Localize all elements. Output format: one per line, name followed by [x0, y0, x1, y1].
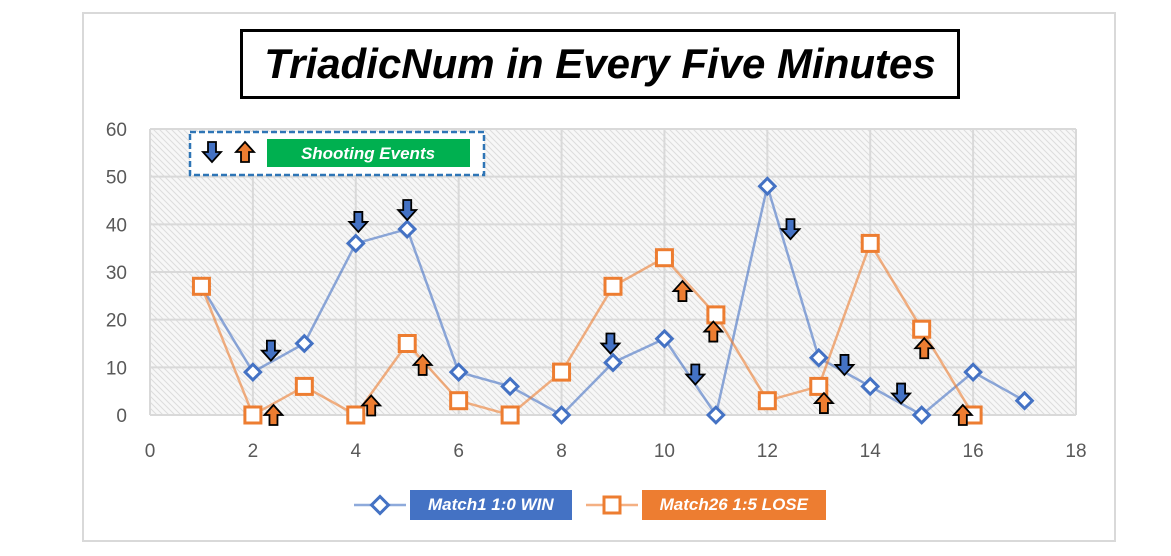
shot-down-arrow-icon [347, 211, 370, 234]
data-point-match26 [397, 334, 417, 353]
data-point-match26 [294, 376, 314, 396]
y-tick-label: 0 [116, 406, 127, 427]
shot-down-arrow-icon [890, 382, 913, 405]
series-line-2 [200, 240, 975, 417]
data-point-match1 [242, 362, 263, 382]
legend-up-arrow-icon [233, 140, 257, 163]
x-tick-label: 12 [757, 441, 778, 462]
data-point-match26 [243, 405, 263, 425]
data-point-match1 [757, 176, 778, 197]
y-tick-label: 50 [106, 168, 127, 189]
shooting-events-label: Shooting Events [301, 144, 435, 163]
shot-down-arrow-icon [396, 199, 419, 222]
x-tick-label: 2 [248, 441, 259, 462]
data-point-match26 [552, 362, 572, 382]
x-tick-label: 14 [860, 441, 882, 462]
data-point-match1 [603, 352, 623, 373]
x-tick-label: 6 [453, 441, 464, 462]
data-point-match1 [397, 219, 418, 239]
shot-up-arrow-icon [951, 403, 974, 426]
shot-down-arrow-icon [259, 339, 282, 362]
shooting-events-label-bg [267, 139, 470, 167]
data-point-match1 [911, 405, 932, 425]
data-point-match26 [912, 319, 932, 339]
data-point-match26 [449, 391, 469, 411]
x-tick-label: 16 [963, 441, 984, 462]
chart-title: TriadicNum in Every Five Minutes [264, 40, 936, 87]
data-point-match1 [500, 376, 521, 397]
shot-up-arrow-icon [671, 279, 694, 302]
x-tick-label: 4 [350, 441, 361, 462]
legend-item-match26: Match26 1:5 LOSE [582, 490, 826, 520]
data-point-match1 [551, 405, 572, 425]
shot-down-arrow-icon [684, 363, 707, 386]
legend-down-arrow-icon [200, 141, 224, 164]
shot-up-arrow-icon [702, 320, 725, 343]
shot-down-arrow-icon [833, 354, 856, 377]
legend-label-match1: Match1 1:0 WIN [410, 490, 572, 520]
x-tick-label: 10 [654, 441, 675, 462]
data-point-match1 [345, 233, 366, 254]
data-point-match26 [706, 305, 726, 325]
x-tick-label: 8 [556, 441, 567, 462]
data-point-match26 [860, 233, 880, 253]
y-tick-label: 60 [106, 120, 127, 141]
data-point-match26 [191, 276, 211, 296]
y-tick-label: 30 [106, 263, 127, 284]
data-point-match1 [705, 405, 726, 425]
chart-title-box: TriadicNum in Every Five Minutes [240, 29, 960, 99]
shot-up-arrow-icon [913, 336, 936, 360]
y-tick-label: 40 [106, 215, 127, 236]
data-point-match26 [757, 391, 777, 411]
data-point-match26 [500, 405, 520, 425]
x-tick-label: 18 [1065, 441, 1086, 462]
y-tick-label: 20 [106, 311, 127, 332]
data-point-match26 [654, 248, 674, 268]
legend-swatch-match26 [585, 495, 638, 515]
chart-frame [82, 12, 1116, 542]
data-point-match1 [1014, 390, 1035, 411]
legend-swatch-match1 [354, 494, 406, 516]
data-point-match1 [860, 376, 881, 397]
data-point-match1 [294, 333, 315, 354]
data-point-match1 [448, 362, 469, 382]
y-tick-label: 10 [106, 358, 127, 379]
shot-up-arrow-icon [262, 403, 285, 426]
data-point-match1 [963, 362, 984, 382]
data-point-match26 [346, 405, 366, 425]
shot-up-arrow-icon [411, 353, 434, 376]
legend-label-match26: Match26 1:5 LOSE [641, 490, 826, 520]
legend-item-match1: Match1 1:0 WIN [350, 490, 572, 520]
data-point-match1 [654, 328, 675, 349]
shot-up-arrow-icon [812, 391, 835, 414]
data-point-match1 [808, 347, 829, 368]
data-point-match26 [809, 376, 829, 396]
shot-up-arrow-icon [360, 394, 383, 417]
shot-down-arrow-icon [599, 332, 622, 355]
chart-legend: Match1 1:0 WIN Match26 1:5 LOSE [350, 490, 836, 520]
shot-down-arrow-icon [779, 218, 802, 241]
data-point-match26 [603, 276, 623, 296]
x-tick-label: 0 [145, 441, 156, 462]
